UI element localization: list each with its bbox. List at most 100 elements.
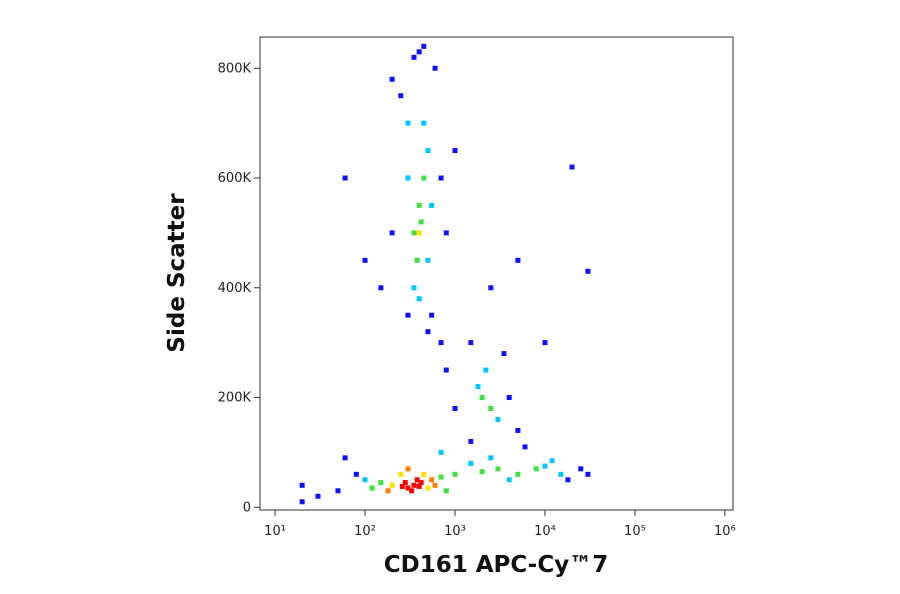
point [398, 93, 404, 99]
point [585, 471, 591, 477]
point [402, 480, 408, 486]
point [342, 175, 348, 181]
point [421, 471, 427, 477]
point [411, 54, 417, 60]
x-tick-label: 10⁵ [624, 524, 646, 539]
point [414, 477, 420, 483]
x-tick-label: 10² [354, 524, 376, 539]
point [443, 367, 449, 373]
point [483, 367, 489, 373]
point [506, 477, 512, 483]
point [438, 474, 444, 480]
point [468, 340, 474, 346]
point [416, 296, 422, 302]
point [425, 148, 431, 154]
point [389, 230, 395, 236]
point [468, 438, 474, 444]
point [522, 444, 528, 450]
point [495, 466, 501, 472]
point [353, 471, 359, 477]
point [405, 312, 411, 318]
point [378, 285, 384, 291]
point [475, 384, 481, 390]
point [416, 230, 422, 236]
point [409, 488, 415, 494]
point [438, 175, 444, 181]
point [452, 148, 458, 154]
x-tick-label: 10⁴ [534, 524, 556, 539]
point [405, 485, 411, 491]
point [399, 483, 405, 489]
point [501, 351, 507, 357]
point [488, 285, 494, 291]
plot-frame [259, 36, 734, 511]
point [418, 219, 424, 225]
point [425, 329, 431, 335]
y-axis-title: Side Scatter [164, 193, 190, 353]
point [405, 175, 411, 181]
point [429, 312, 435, 318]
point [452, 471, 458, 477]
point [335, 488, 341, 494]
point [565, 477, 571, 483]
point [405, 466, 411, 472]
point [488, 405, 494, 411]
point [414, 257, 420, 263]
point [299, 482, 305, 488]
point [421, 175, 427, 181]
point [569, 164, 575, 170]
point [411, 285, 417, 291]
point [542, 340, 548, 346]
point [299, 499, 305, 505]
point [515, 427, 521, 433]
point [438, 340, 444, 346]
point [452, 405, 458, 411]
point [429, 202, 435, 208]
point [362, 477, 368, 483]
point [362, 257, 368, 263]
x-tick-label: 10³ [444, 524, 466, 539]
point [411, 230, 417, 236]
point [425, 257, 431, 263]
point [389, 76, 395, 82]
point [389, 482, 395, 488]
point [438, 449, 444, 455]
point [432, 65, 438, 71]
point [468, 460, 474, 466]
point [558, 471, 564, 477]
point [479, 469, 485, 475]
y-tick-label: 0 [243, 500, 251, 515]
y-tick-label: 600K [218, 171, 252, 186]
point [429, 477, 435, 483]
point [416, 49, 422, 55]
point [578, 466, 584, 472]
point [432, 482, 438, 488]
point [542, 463, 548, 469]
point [585, 268, 591, 274]
point [315, 493, 321, 499]
point [479, 395, 485, 401]
point [385, 488, 391, 494]
point [398, 471, 404, 477]
point [515, 257, 521, 263]
x-tick-label: 10¹ [264, 524, 286, 539]
point [418, 480, 424, 486]
point [378, 480, 384, 486]
point [506, 395, 512, 401]
point [515, 471, 521, 477]
point [443, 488, 449, 494]
point [488, 455, 494, 461]
y-tick-label: 800K [218, 61, 252, 76]
point [342, 455, 348, 461]
point [533, 466, 539, 472]
y-tick-label: 400K [218, 281, 252, 296]
point [421, 43, 427, 49]
point [411, 482, 417, 488]
point [421, 120, 427, 126]
point [443, 230, 449, 236]
point [416, 483, 422, 489]
x-tick-label: 10⁶ [714, 524, 736, 539]
y-tick-label: 200K [218, 391, 252, 406]
x-axis-title: CD161 APC-Cy™7 [384, 552, 608, 578]
